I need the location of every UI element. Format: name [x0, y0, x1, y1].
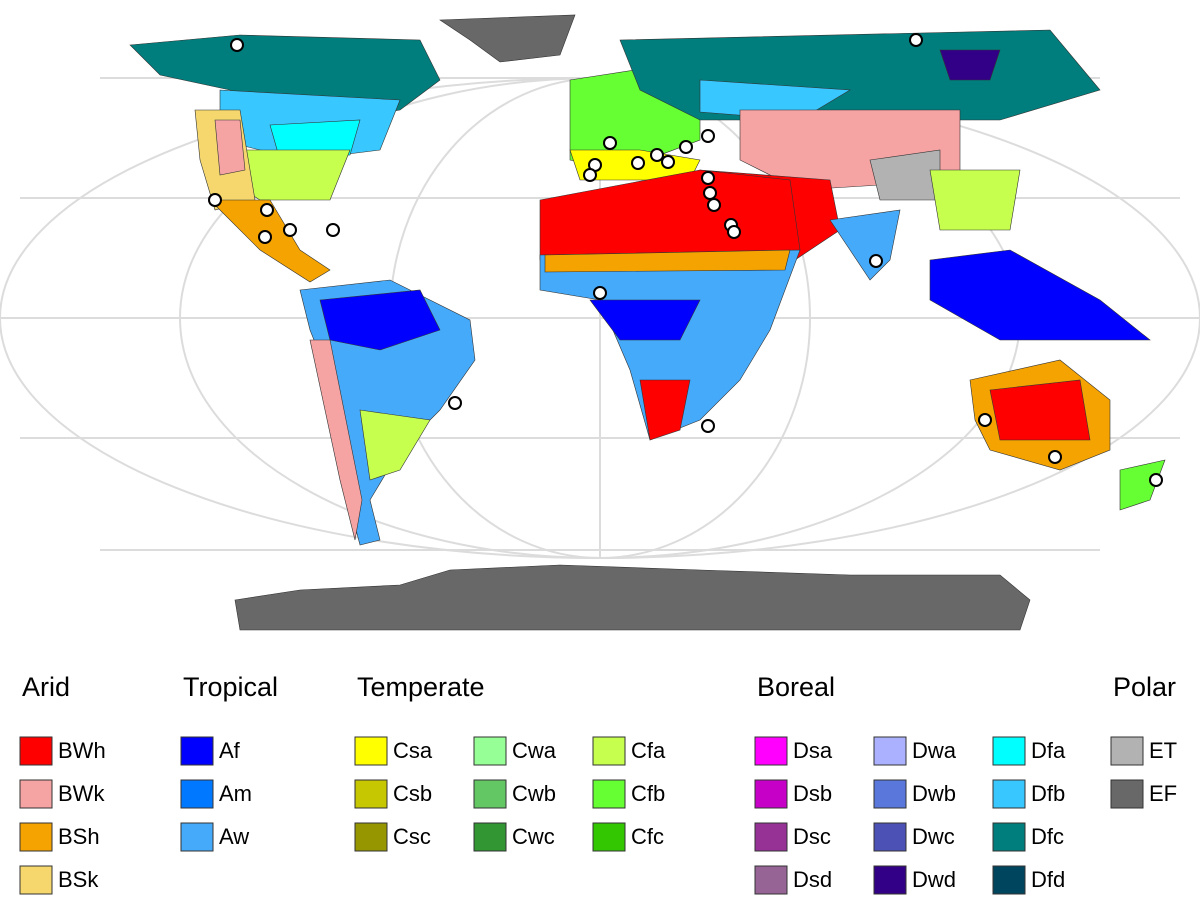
legend-label: BSk — [58, 867, 99, 892]
legend-label: Cfa — [631, 738, 666, 763]
legend-swatch — [873, 736, 907, 766]
legend-swatch — [754, 865, 788, 895]
legend-swatch — [180, 822, 214, 852]
legend-swatch — [873, 822, 907, 852]
legend-swatch — [754, 779, 788, 809]
legend-swatch — [873, 779, 907, 809]
legend-label: Cwc — [512, 824, 555, 849]
legend-swatch — [19, 779, 53, 809]
legend-swatch — [992, 779, 1026, 809]
legend-swatch — [180, 736, 214, 766]
legend-label: Dsb — [793, 781, 832, 806]
legend-swatch — [473, 779, 507, 809]
legend-swatch — [1110, 779, 1144, 809]
legend-group-title: Boreal — [757, 672, 835, 702]
legend-label: BWh — [58, 738, 106, 763]
legend-swatch — [19, 736, 53, 766]
legend-label: Dsc — [793, 824, 831, 849]
legend-label: Af — [219, 738, 241, 763]
legend-swatch — [992, 865, 1026, 895]
legend-label: Dsa — [793, 738, 833, 763]
legend-swatch — [19, 822, 53, 852]
legend-label: Csa — [393, 738, 433, 763]
legend-label: Dsd — [793, 867, 832, 892]
legend-label: Am — [219, 781, 252, 806]
legend-swatch — [873, 865, 907, 895]
legend-label: ET — [1149, 738, 1177, 763]
legend-label: EF — [1149, 781, 1177, 806]
legend-label: BSh — [58, 824, 100, 849]
legend-swatch — [473, 822, 507, 852]
legend-label: Csc — [393, 824, 431, 849]
legend-label: BWk — [58, 781, 105, 806]
legend-swatch — [180, 779, 214, 809]
legend-group-title: Tropical — [183, 672, 278, 702]
legend-label: Cfb — [631, 781, 665, 806]
legend-swatch — [754, 822, 788, 852]
legend-swatch — [992, 822, 1026, 852]
locations — [208, 33, 1163, 487]
legend-label: Dfd — [1031, 867, 1065, 892]
legend-swatch — [354, 822, 388, 852]
legend-label: Cfc — [631, 824, 664, 849]
legend-label: Dwa — [912, 738, 957, 763]
legend-group-title: Arid — [22, 672, 70, 702]
legend-label: Dfb — [1031, 781, 1065, 806]
legend: Arid BWh BWk BSh BSk Tropical Af Am Aw Temperate C… — [19, 672, 1177, 895]
legend-label: Cwb — [512, 781, 556, 806]
legend-group-title: Polar — [1113, 672, 1176, 702]
legend-label: Dwc — [912, 824, 955, 849]
legend-label: Dfa — [1031, 738, 1066, 763]
land — [129, 14, 1166, 631]
legend-label: Cwa — [512, 738, 557, 763]
legend-swatch — [754, 736, 788, 766]
legend-swatch — [354, 736, 388, 766]
legend-swatch — [592, 779, 626, 809]
legend-label: Csb — [393, 781, 432, 806]
legend-swatch — [592, 736, 626, 766]
legend-group-title: Temperate — [357, 672, 485, 702]
legend-swatch — [1110, 736, 1144, 766]
legend-swatch — [19, 865, 53, 895]
legend-swatch — [992, 736, 1026, 766]
legend-swatch — [354, 779, 388, 809]
legend-label: Aw — [219, 824, 249, 849]
legend-label: Dfc — [1031, 824, 1064, 849]
legend-swatch — [592, 822, 626, 852]
legend-label: Dwb — [912, 781, 956, 806]
legend-swatch — [473, 736, 507, 766]
legend-label: Dwd — [912, 867, 956, 892]
